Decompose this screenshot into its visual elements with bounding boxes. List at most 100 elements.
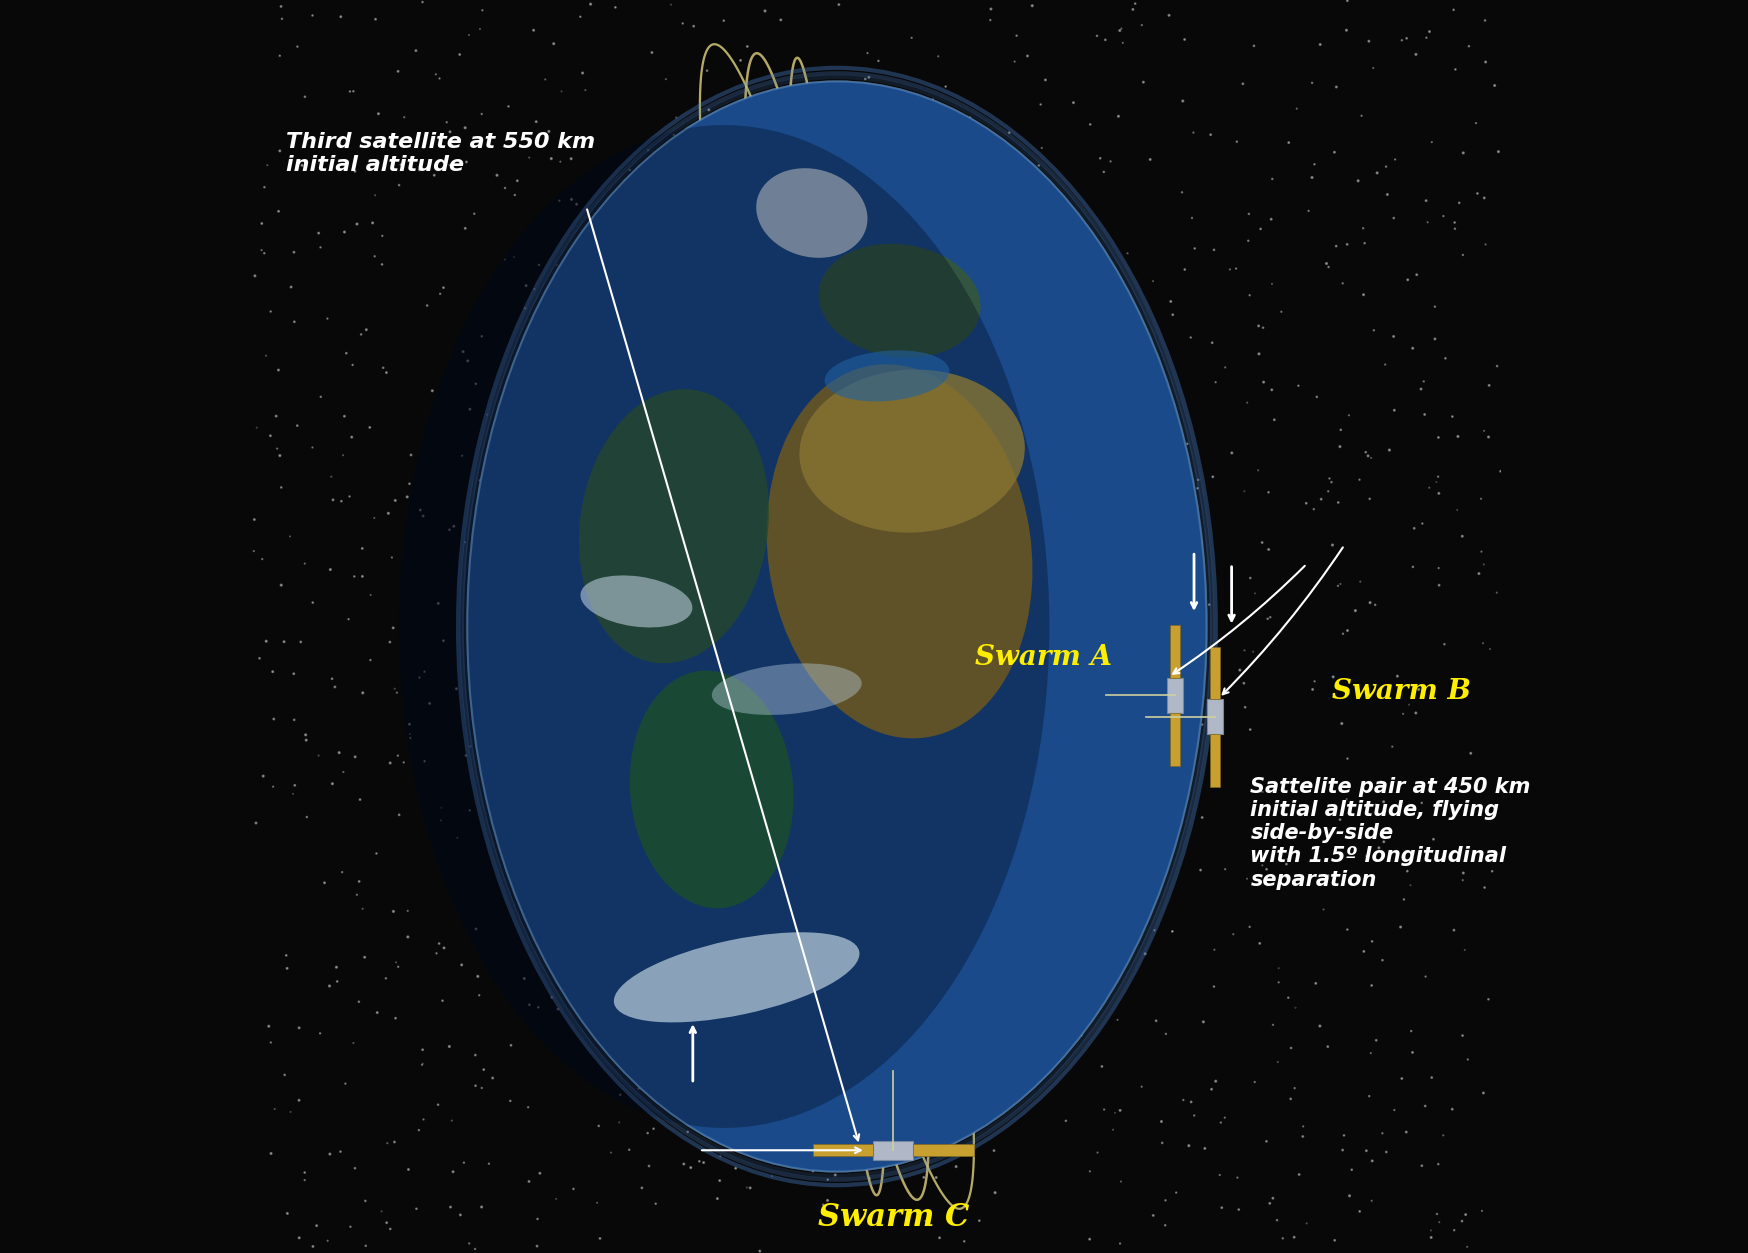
Point: [1245, 343, 1273, 363]
Point: [521, 818, 549, 838]
Point: [264, 360, 292, 380]
Point: [1486, 461, 1514, 481]
Point: [313, 308, 341, 328]
Point: [1141, 1011, 1169, 1031]
Point: [1393, 269, 1421, 289]
Point: [766, 913, 794, 933]
Point: [1248, 856, 1276, 876]
Point: [346, 789, 374, 809]
Point: [1012, 46, 1040, 66]
Point: [1019, 213, 1047, 233]
Point: [435, 520, 463, 540]
Point: [329, 445, 357, 465]
Point: [1098, 1120, 1126, 1140]
Ellipse shape: [580, 575, 692, 628]
Point: [633, 871, 661, 891]
Point: [1255, 608, 1283, 628]
Point: [369, 226, 397, 246]
Point: [601, 519, 629, 539]
Point: [1140, 920, 1168, 940]
Point: [746, 123, 774, 143]
Point: [379, 901, 407, 921]
Point: [558, 289, 586, 309]
Point: [267, 575, 295, 595]
FancyBboxPatch shape: [912, 1144, 974, 1157]
Point: [778, 283, 806, 303]
Point: [1138, 271, 1166, 291]
Point: [1162, 798, 1190, 818]
Point: [757, 548, 785, 568]
Point: [250, 177, 278, 197]
Point: [540, 34, 568, 54]
Point: [1407, 1155, 1435, 1175]
Point: [339, 81, 367, 101]
Point: [1253, 540, 1281, 560]
Point: [1475, 639, 1503, 659]
Point: [1152, 1024, 1180, 1044]
Point: [1447, 1025, 1475, 1045]
Point: [1129, 73, 1157, 93]
Point: [1470, 51, 1498, 71]
Point: [1314, 469, 1342, 489]
Point: [596, 653, 624, 673]
Point: [1379, 1100, 1407, 1120]
Point: [461, 1239, 489, 1253]
Point: [372, 969, 400, 989]
Point: [425, 594, 453, 614]
Point: [694, 100, 722, 120]
Point: [774, 91, 802, 112]
Point: [689, 665, 717, 685]
Point: [1222, 258, 1250, 278]
Point: [1257, 274, 1285, 294]
Point: [1028, 400, 1056, 420]
Point: [383, 683, 411, 703]
Point: [479, 461, 507, 481]
Point: [593, 330, 621, 350]
Point: [706, 1146, 734, 1167]
Point: [437, 1110, 465, 1130]
Point: [1372, 1141, 1400, 1162]
Point: [288, 155, 316, 175]
Point: [673, 1055, 701, 1075]
Point: [750, 1, 778, 21]
FancyBboxPatch shape: [1169, 625, 1180, 678]
Point: [1356, 931, 1384, 951]
Point: [771, 1144, 799, 1164]
Point: [259, 777, 287, 797]
Point: [1267, 1228, 1295, 1248]
Point: [351, 320, 379, 340]
Point: [575, 402, 603, 422]
Point: [1145, 501, 1173, 521]
Point: [661, 1037, 689, 1058]
Point: [661, 336, 689, 356]
Point: [1255, 1193, 1283, 1213]
Point: [1281, 997, 1309, 1017]
Point: [276, 1101, 304, 1121]
Point: [953, 837, 981, 857]
Point: [662, 168, 690, 188]
Point: [245, 648, 273, 668]
Point: [930, 709, 958, 729]
Point: [1474, 990, 1502, 1010]
Point: [1175, 707, 1203, 727]
Point: [659, 125, 687, 145]
Point: [1059, 789, 1087, 809]
Point: [877, 900, 905, 920]
Point: [1150, 1215, 1178, 1235]
Point: [1351, 442, 1379, 462]
Point: [1024, 826, 1052, 846]
Point: [1318, 684, 1346, 704]
Point: [1280, 1078, 1308, 1098]
Point: [467, 1078, 495, 1098]
Point: [336, 486, 364, 506]
Point: [891, 189, 919, 209]
Point: [1236, 917, 1264, 937]
Point: [722, 189, 750, 209]
Point: [357, 585, 385, 605]
Point: [1154, 5, 1182, 25]
Point: [753, 337, 781, 357]
Point: [1164, 634, 1192, 654]
Point: [986, 900, 1014, 920]
Point: [1370, 157, 1398, 177]
Point: [409, 1109, 437, 1129]
